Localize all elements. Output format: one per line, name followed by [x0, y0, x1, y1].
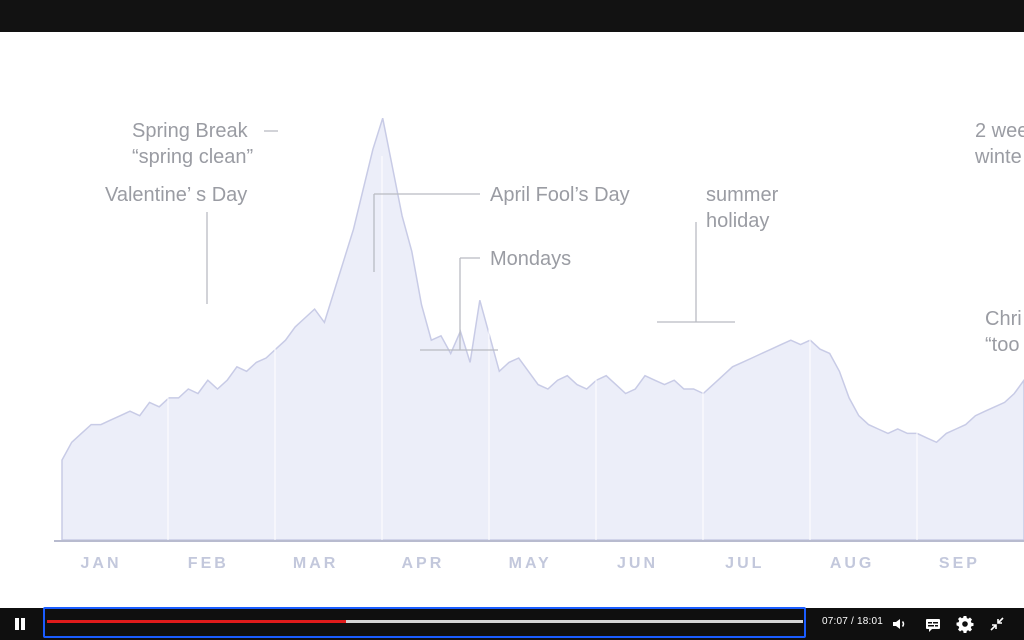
time-display: 07:07 / 18:01 [822, 616, 883, 627]
month-label: FEB [188, 555, 229, 572]
annotation-april-fools: April Fool’s Day [490, 184, 630, 206]
month-label: MAY [509, 555, 552, 572]
progress-played [47, 620, 347, 623]
annotation-summer: summer holiday [706, 184, 779, 232]
progress-bar[interactable] [47, 620, 803, 623]
gear-icon [955, 614, 975, 634]
captions-icon [923, 614, 943, 634]
video-frame[interactable]: JAN FEB MAR APR MAY JUN JUL AUG SEP Spring Break… [0, 32, 1024, 608]
month-label: AUG [830, 555, 875, 572]
volume-icon [890, 614, 910, 634]
month-label: JUN [617, 555, 658, 572]
exit-fullscreen-icon [987, 614, 1007, 634]
annotation-mondays: Mondays [490, 248, 572, 270]
month-label: APR [402, 555, 445, 572]
annotation-spring-break: Spring Break “spring clean” [132, 120, 254, 168]
captions-button[interactable] [923, 614, 943, 634]
player-controls: 07:07 / 18:01 [0, 607, 1024, 640]
pause-button[interactable] [10, 614, 30, 634]
top-bar [0, 0, 1024, 32]
annotation-valentines: Valentine’ s Day [105, 184, 248, 206]
progress-focus-outline [43, 607, 806, 638]
volume-button[interactable] [890, 614, 910, 634]
month-label: JUL [725, 555, 764, 572]
exit-fullscreen-button[interactable] [987, 614, 1007, 634]
chart: JAN FEB MAR APR MAY JUN JUL AUG SEP [54, 117, 1024, 572]
settings-button[interactable] [955, 614, 975, 634]
month-label: JAN [80, 555, 121, 572]
series-area [61, 117, 1024, 541]
month-label: SEP [939, 555, 980, 572]
month-label: MAR [293, 555, 338, 572]
annotation-winter: 2 wee winte [975, 120, 1024, 168]
annotation-christmas: Chri “too [985, 308, 1022, 356]
